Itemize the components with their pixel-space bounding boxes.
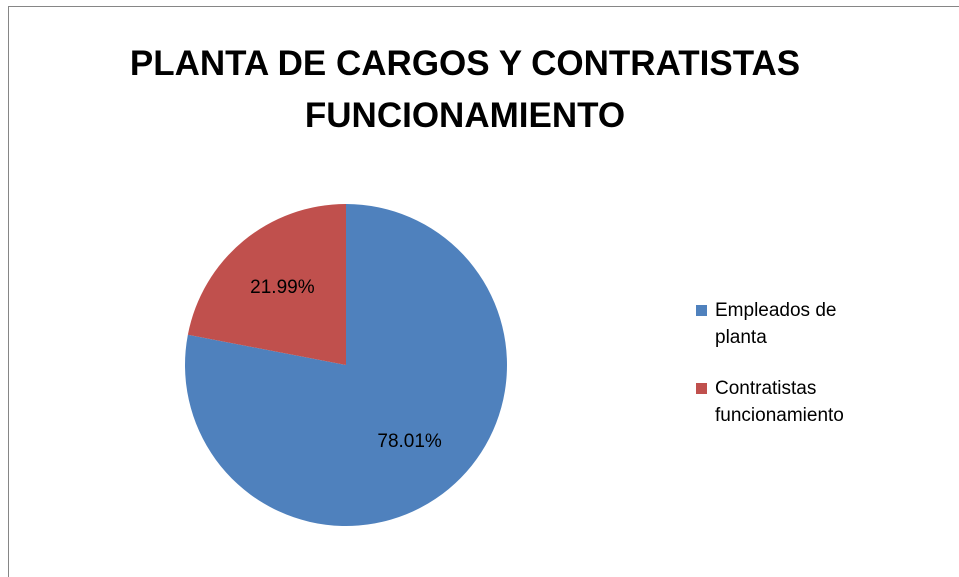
chart-frame (8, 6, 959, 577)
chart-title: PLANTA DE CARGOS Y CONTRATISTAS FUNCIONA… (129, 44, 801, 135)
slice-label: 21.99% (250, 277, 315, 298)
pie-slice (187, 204, 346, 365)
legend-swatch (696, 305, 707, 316)
legend-swatch (696, 383, 707, 394)
legend-label: Empleados de planta (715, 300, 837, 348)
slice-label: 78.01% (377, 431, 442, 452)
legend-label: Contratistas funcionamiento (715, 378, 844, 426)
